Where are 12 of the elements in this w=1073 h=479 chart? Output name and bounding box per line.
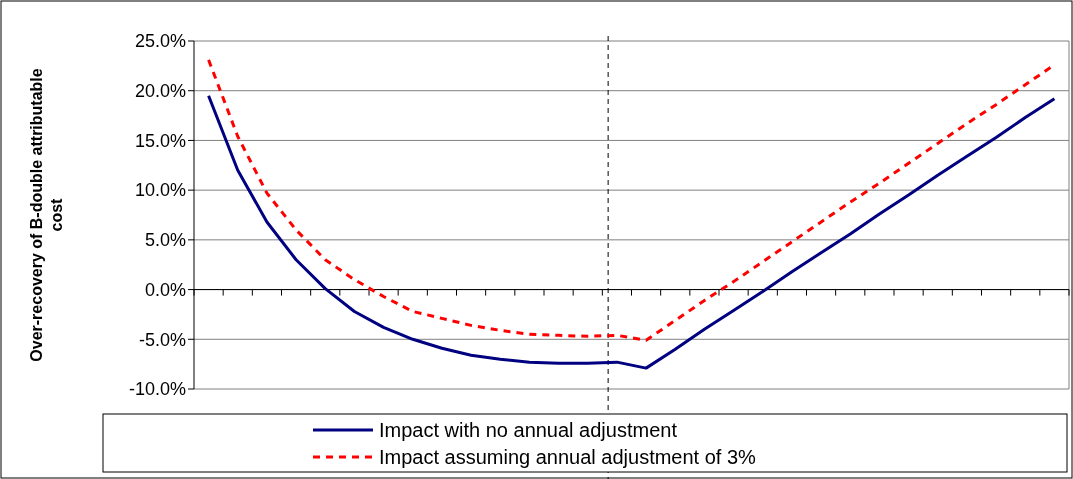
y-tick-label: 25.0% [134, 31, 186, 52]
y-tick-label: 10.0% [134, 180, 186, 201]
legend-label: Impact with no annual adjustment [379, 419, 678, 441]
y-tick-label: 15.0% [134, 130, 186, 151]
y-tick-label: 20.0% [134, 81, 186, 102]
y-tick-label: -5.0% [138, 329, 186, 350]
y-tick-label: -10.0% [128, 379, 186, 400]
y-axis-title: Over-recovery of B-double attributable cost [28, 68, 65, 362]
line-series [207, 94, 1056, 370]
y-tick-label: 5.0% [144, 230, 186, 251]
y-tick-label: 0.0% [144, 279, 186, 300]
legend-label: Impact assuming annual adjustment of 3% [379, 446, 757, 468]
